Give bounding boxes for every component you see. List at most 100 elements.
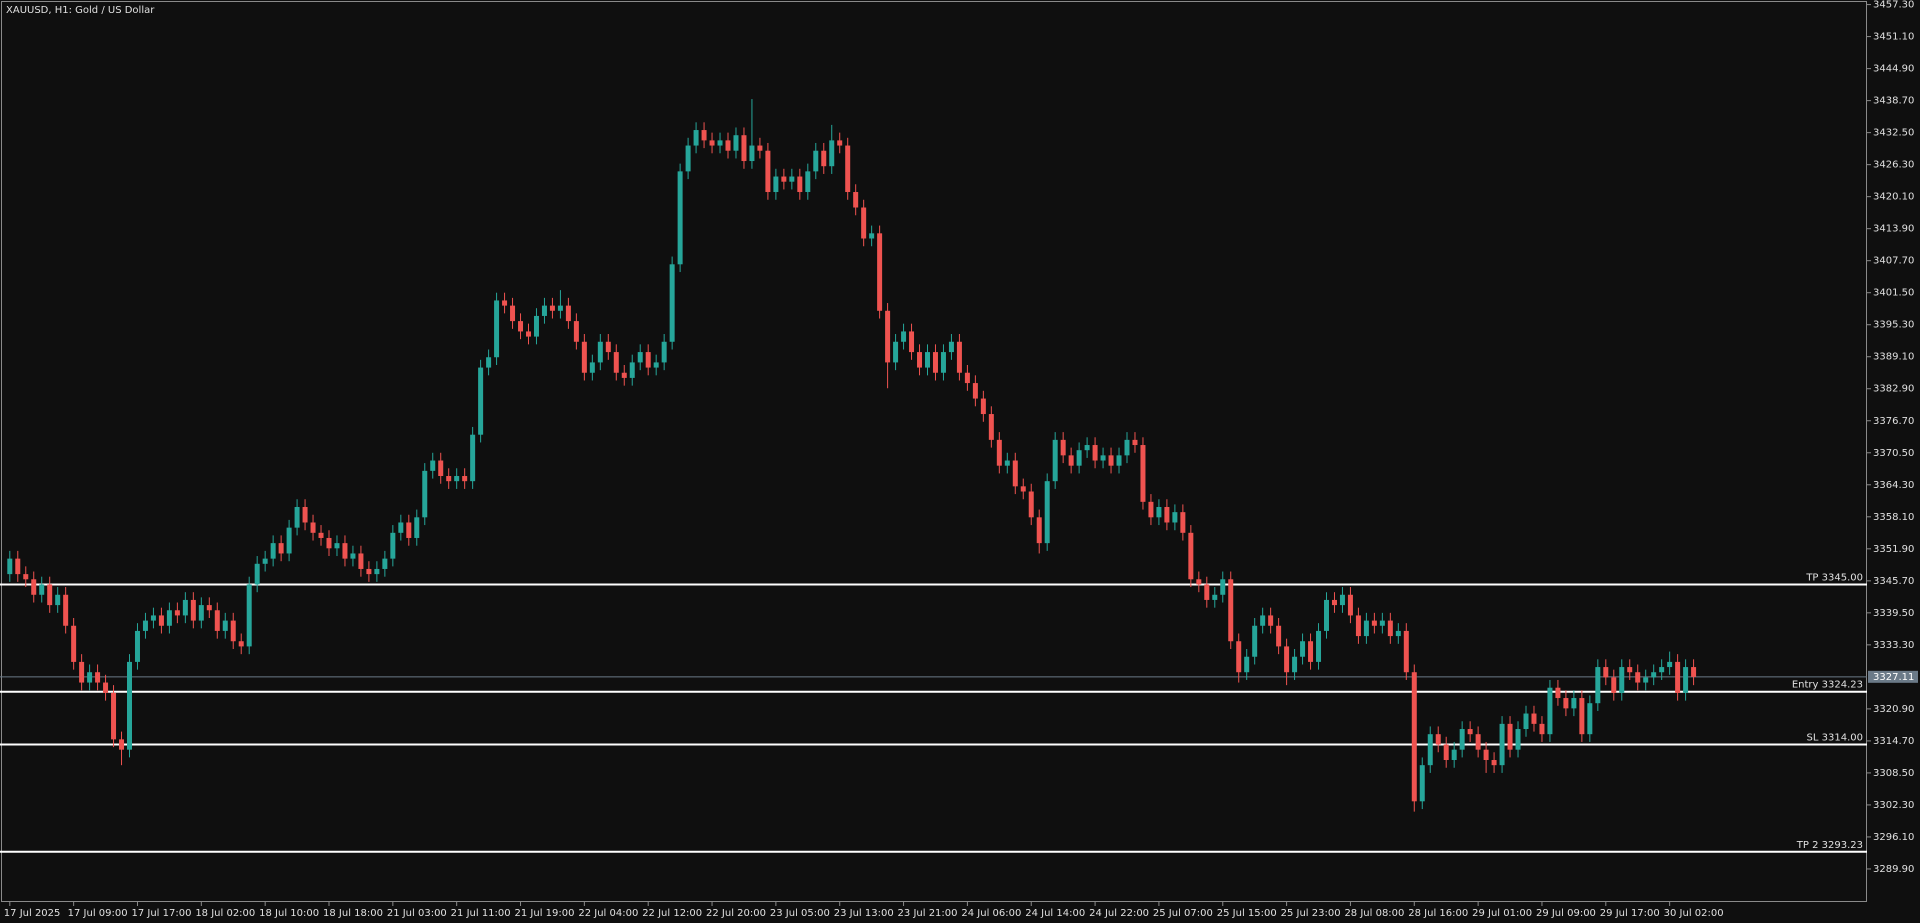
candle-body [621,372,627,378]
x-tick-label: 18 Jul 10:00 [259,908,319,919]
candle-body [1651,672,1657,678]
candle-body [1555,687,1561,699]
candle-body [494,300,500,358]
candle-body [996,439,1002,466]
candle-body [166,610,172,626]
candle-body [885,310,891,363]
candle-body [1643,677,1649,683]
candle-body [342,543,348,559]
y-tick-label: 3389.10 [1873,352,1914,363]
x-tick-label: 23 Jul 13:00 [834,908,894,919]
candle-body [1571,698,1577,709]
candle-body [1451,749,1457,761]
candle-body [677,171,683,265]
candle-body [1659,667,1665,673]
candle-body [1595,667,1601,704]
x-tick-label: 28 Jul 08:00 [1344,908,1404,919]
candle-body [134,630,140,662]
candle-body [853,192,859,208]
candle-body [326,537,332,549]
candle-body [1347,594,1353,616]
candle-body [1148,501,1154,518]
candle-body [629,362,635,378]
candle-body [1284,646,1290,673]
x-tick-label: 17 Jul 09:00 [68,908,128,919]
x-tick-label: 22 Jul 12:00 [642,908,702,919]
candle-body [150,615,156,621]
candle-body [1196,579,1202,585]
candle-body [1411,672,1417,802]
candle-body [262,558,268,564]
candle-body [310,522,316,533]
candle-body [741,135,747,162]
candle-body [1435,734,1441,745]
candle-body [486,357,492,368]
candle-body [15,558,21,575]
candle-body [1619,667,1625,693]
candle-body [869,233,875,239]
candle-body [1491,760,1497,766]
candle-body [294,506,300,528]
candle-body [1300,641,1306,657]
candle-body [1475,734,1481,750]
candle-body [1292,656,1298,673]
y-tick-label: 3451.10 [1873,32,1914,43]
x-tick-label: 17 Jul 2025 [4,908,61,919]
candle-body [246,584,252,647]
candle-body [717,140,723,146]
candle-body [1355,615,1361,637]
level-label: SL 3314.00 [1807,733,1863,744]
candle-body [1036,517,1042,544]
candle-body [1459,729,1465,750]
x-tick-label: 18 Jul 02:00 [195,908,255,919]
candle-body [925,352,930,368]
candle-body [446,476,452,482]
candle-body [1563,698,1569,709]
candle-body [526,331,531,337]
candle-body [1331,599,1337,606]
y-tick-label: 3339.50 [1873,608,1914,619]
candle-body [174,610,180,616]
candle-body [1076,450,1082,466]
x-tick-label: 25 Jul 07:00 [1153,908,1213,919]
candle-body [613,352,619,373]
candle-body [382,558,388,569]
x-tick-label: 29 Jul 01:00 [1472,908,1532,919]
candle-body [597,341,603,363]
candle-body [1611,677,1617,693]
y-tick-label: 3370.50 [1873,448,1914,459]
candle-body [31,579,37,595]
candle-body [789,176,795,182]
candle-body [7,558,13,575]
candle-body [605,341,611,353]
candle-body [988,414,994,440]
y-tick-label: 3345.70 [1873,576,1914,587]
level-label: Entry 3324.23 [1792,680,1863,691]
candle-body [541,305,547,316]
x-tick-label: 21 Jul 11:00 [451,908,511,919]
candle-body [956,341,962,373]
last-price-tag [1868,670,1918,683]
candle-body [980,398,986,415]
y-tick-label: 3376.70 [1873,416,1914,427]
candle-body [1507,723,1513,750]
candle-body [893,341,899,363]
candle-body [206,605,212,611]
x-tick-label: 30 Jul 02:00 [1664,908,1724,919]
candle-body [238,641,244,647]
candle-body [79,661,85,683]
candle-body [797,176,803,193]
candle-body [87,672,93,683]
candle-body [701,130,707,141]
candle-body [661,341,667,363]
candle-body [1627,667,1633,673]
candle-body [749,145,755,162]
candle-body [901,331,907,342]
y-tick-label: 3382.90 [1873,384,1914,395]
candle-body [805,171,811,193]
candle-body [1635,672,1641,683]
candle-body [573,321,579,342]
y-tick-label: 3364.30 [1873,480,1914,491]
